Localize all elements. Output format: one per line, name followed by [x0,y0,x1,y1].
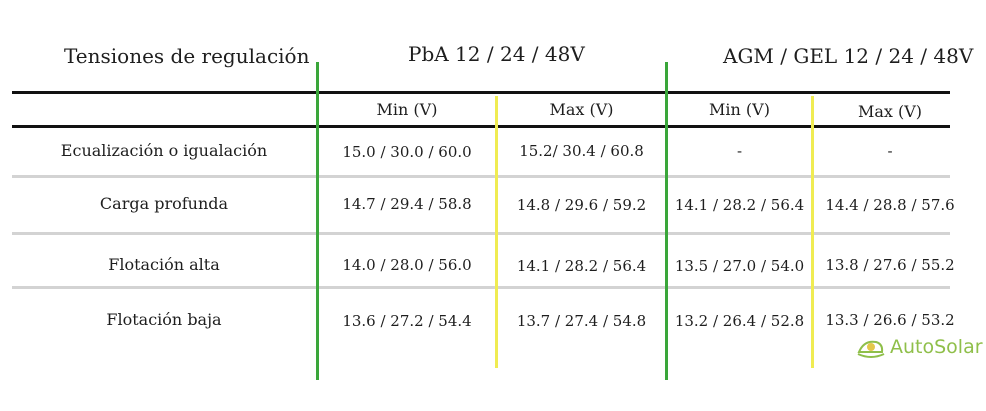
subheader-max-pba: Max (V) [549,100,614,119]
cell-value: 14.0 / 28.0 / 56.0 [342,256,472,274]
subheader-max-agm: Max (V) [857,102,923,121]
cell-value: - [887,142,893,160]
cell-value: 13.8 / 27.6 / 55.2 [825,256,955,274]
row-divider [12,232,950,235]
yellow-divider [811,96,814,368]
row-label-flotacion-alta: Flotación alta [108,255,220,274]
subheader-min-agm: Min (V) [709,100,770,119]
yellow-divider [495,96,498,368]
cell-value: - [736,142,743,160]
cell-value: 15.2/ 30.4 / 60.8 [519,142,644,160]
cell-value: 13.3 / 26.6 / 53.2 [825,311,955,329]
cell-value: 14.1 / 28.2 / 56.4 [674,196,805,214]
group-header-agm-gel: AGM / GEL 12 / 24 / 48V [723,44,974,68]
logo-text: AutoSolar [890,336,983,358]
top-rule [12,91,950,94]
cell-value: 14.4 / 28.8 / 57.6 [825,196,955,214]
row-label-flotacion-baja: Flotación baja [106,310,222,329]
subheader-min-pba: Min (V) [376,100,438,119]
cell-value: 13.7 / 27.4 / 54.8 [516,312,647,330]
cell-value: 13.5 / 27.0 / 54.0 [674,257,805,275]
row-label-carga-profunda: Carga profunda [99,194,229,213]
row-label-ecualizacion: Ecualización o igualación [60,141,268,160]
cell-value: 14.7 / 29.4 / 58.8 [342,195,472,213]
cell-value: 13.6 / 27.2 / 54.4 [342,312,472,330]
row-divider [12,286,950,289]
autosolar-logo: AutoSolar [856,334,983,360]
row-divider [12,175,950,178]
cell-value: 14.1 / 28.2 / 56.4 [516,257,647,275]
column-title: Tensiones de regulación [64,44,310,68]
group-header-pba: PbA 12 / 24 / 48V [408,42,585,66]
cell-value: 13.2 / 26.4 / 52.8 [674,312,805,330]
sun-leaf-icon [857,340,885,358]
green-divider [665,62,668,380]
cell-value: 14.8 / 29.6 / 59.2 [516,196,647,214]
green-divider [316,62,319,380]
cell-value: 15.0 / 30.0 / 60.0 [342,143,472,161]
subheader-rule [12,125,950,128]
